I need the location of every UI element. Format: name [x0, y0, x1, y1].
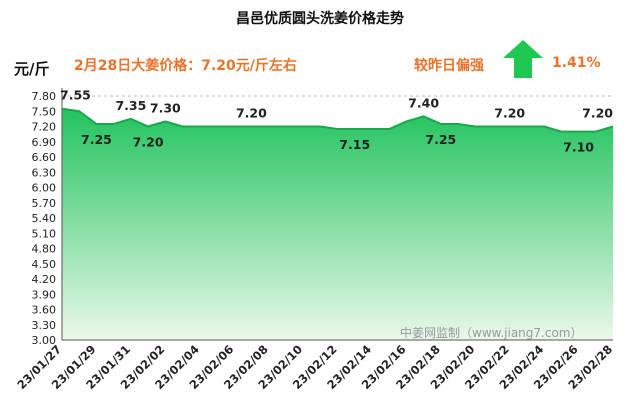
axes: [61, 88, 613, 341]
chart-title: 昌邑优质圆头洗姜价格走势: [236, 11, 404, 27]
y-tick-label: 7.80: [32, 90, 57, 103]
compare-label: 较昨日偏强: [414, 58, 484, 74]
y-tick-label: 5.70: [32, 197, 57, 210]
y-axis-unit: 元/斤: [14, 60, 50, 78]
y-tick-label: 4.20: [32, 273, 57, 286]
data-label: 7.10: [563, 140, 594, 155]
y-tick-label: 4.80: [32, 243, 57, 256]
up-arrow-icon: [503, 40, 543, 78]
y-tick-label: 6.90: [32, 136, 57, 149]
data-labels: 7.55 7.25 7.35 7.20 7.30 7.20 7.15 7.40 7.25 7.20…: [60, 88, 613, 155]
watermark: 中姜网监制（www.jiang7.com）: [400, 326, 583, 340]
y-tick-label: 4.50: [32, 258, 57, 271]
data-label: 7.20: [494, 106, 525, 121]
y-tick-label: 3.90: [32, 288, 57, 301]
y-tick-label: 3.30: [32, 319, 57, 332]
y-tick-label: 3.60: [32, 304, 57, 317]
x-tick-labels: 23/01/2723/01/2923/01/3123/02/0223/02/04…: [14, 342, 615, 392]
area-series: [61, 107, 614, 340]
data-label: 7.20: [133, 135, 164, 150]
y-tick-labels: 7.80 7.50 7.20 6.90 6.60 6.30 6.00 5.70 5.40 5.10…: [32, 90, 57, 347]
data-label: 7.35: [115, 98, 146, 113]
y-tick-label: 6.60: [32, 151, 57, 164]
y-tick-label: 5.10: [32, 227, 57, 240]
y-tick-label: 6.30: [32, 166, 57, 179]
data-label: 7.40: [408, 95, 439, 110]
y-tick-label: 5.40: [32, 212, 57, 225]
series-line: [61, 107, 614, 133]
compare-value: 1.41%: [552, 55, 601, 71]
y-tick-label: 7.50: [32, 105, 57, 118]
data-label: 7.25: [81, 132, 112, 147]
y-tick-label: 7.20: [32, 121, 57, 134]
data-label: 7.20: [582, 106, 613, 121]
price-summary: 2月28日大姜价格：7.20元/斤左右: [74, 58, 297, 74]
data-label: 7.30: [150, 100, 181, 115]
data-label: 7.20: [236, 106, 267, 121]
y-tick-label: 3.00: [32, 334, 57, 347]
data-label: 7.55: [60, 88, 91, 103]
area-fill: [62, 108, 613, 340]
data-label: 7.15: [339, 137, 370, 152]
data-label: 7.25: [425, 132, 456, 147]
y-tick-label: 6.00: [32, 182, 57, 195]
